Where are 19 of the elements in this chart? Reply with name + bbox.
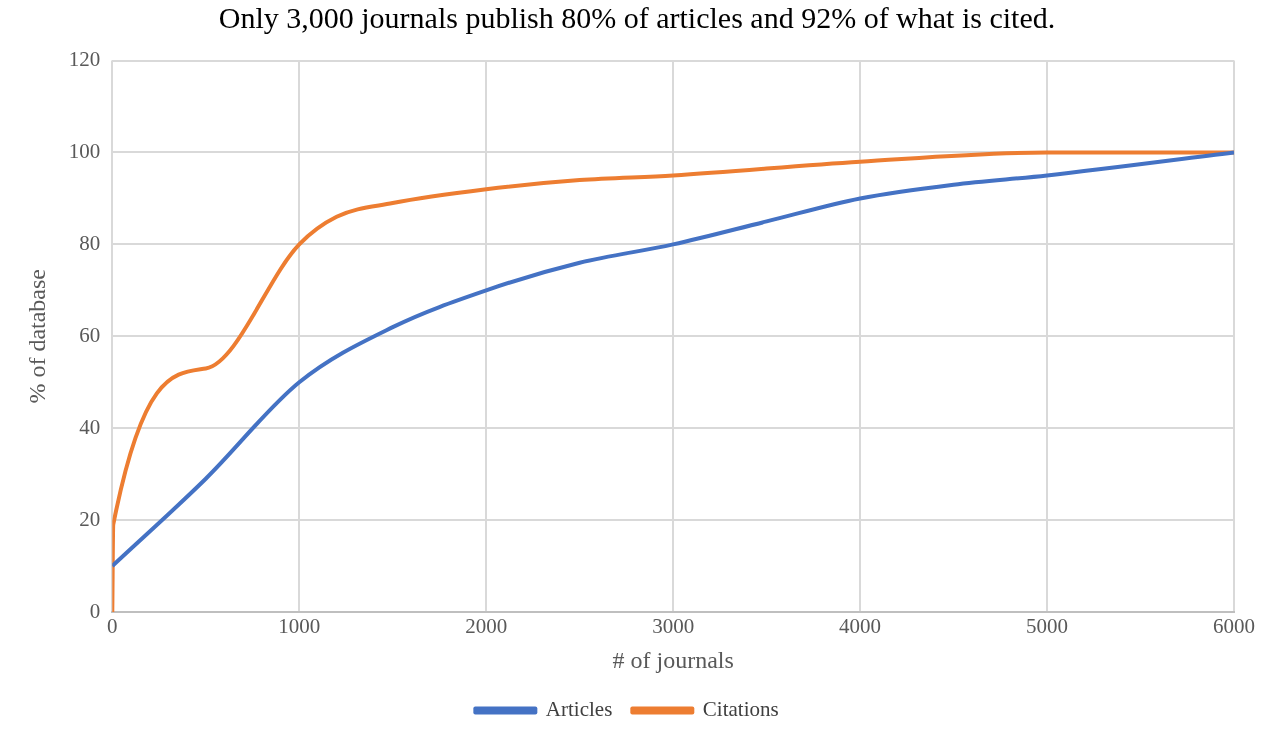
x-tick-label: 0 [107, 614, 118, 639]
y-tick-label: 100 [68, 139, 101, 164]
x-tick-label: 6000 [1213, 614, 1255, 639]
x-tick-label: 5000 [1026, 614, 1069, 639]
y-tick-label: 120 [68, 47, 101, 72]
y-tick-label: 80 [79, 230, 101, 255]
x-axis-title: # of journals [612, 646, 734, 673]
legend-label: Articles [545, 697, 613, 722]
y-tick-label: 0 [89, 598, 101, 623]
x-tick-label: 3000 [652, 614, 695, 639]
y-axis-title: % of database [23, 269, 50, 404]
x-tick-label: 1000 [278, 614, 321, 639]
chart-title: Only 3,000 journals publish 80% of articles and 92% of what is cited. [217, 0, 1057, 36]
legend-label: Citations [702, 697, 779, 722]
y-tick-label: 60 [79, 322, 101, 347]
y-tick-label: 20 [79, 506, 101, 531]
y-tick-label: 40 [79, 414, 101, 439]
x-tick-label: 4000 [839, 614, 882, 639]
x-tick-label: 2000 [465, 614, 508, 639]
